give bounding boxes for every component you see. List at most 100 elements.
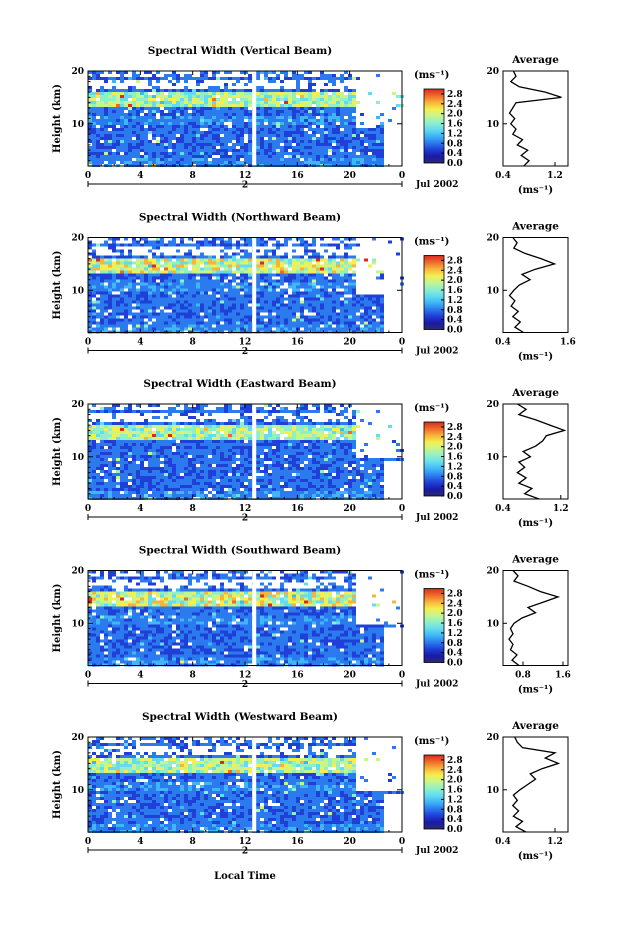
heatmap-cell xyxy=(152,267,156,271)
heatmap-cell xyxy=(356,297,360,301)
heatmap-cell xyxy=(116,288,120,292)
heatmap-cell xyxy=(156,77,160,80)
heatmap-cell xyxy=(320,446,324,449)
heatmap-cell xyxy=(300,300,304,304)
heatmap-cell xyxy=(268,155,272,158)
heatmap-cell xyxy=(120,273,124,277)
heatmap-cell xyxy=(332,83,336,86)
heatmap-cell xyxy=(284,309,288,313)
heatmap-cell xyxy=(96,300,100,304)
heatmap-cell xyxy=(228,428,232,431)
heatmap-cell xyxy=(244,303,248,307)
heatmap-cell xyxy=(288,443,292,446)
heatmap-cell xyxy=(100,306,104,310)
heatmap-cell xyxy=(216,315,220,319)
heatmap-cell xyxy=(296,270,300,274)
heatmap-cell xyxy=(220,318,224,322)
heatmap-cell xyxy=(224,431,228,434)
heatmap-cell xyxy=(344,71,348,74)
heatmap-cell xyxy=(128,279,132,283)
heatmap-cell xyxy=(176,452,180,455)
heatmap-cell xyxy=(336,413,340,416)
heatmap-cell xyxy=(96,291,100,295)
heatmap-cell xyxy=(288,122,292,125)
heatmap-cell xyxy=(104,89,108,92)
heatmap-cell xyxy=(132,116,136,119)
heatmap-cell xyxy=(260,146,264,149)
heatmap-cell xyxy=(88,89,92,92)
heatmap-cell xyxy=(340,158,344,161)
heatmap-cell xyxy=(288,98,292,101)
heatmap-cell xyxy=(140,306,144,310)
heatmap-cell xyxy=(92,143,96,146)
heatmap-cell xyxy=(176,303,180,307)
heatmap-cell xyxy=(228,404,232,407)
heatmap-cell xyxy=(180,125,184,128)
heatmap-cell xyxy=(248,113,252,116)
heatmap-cell xyxy=(364,137,368,140)
heatmap-cell xyxy=(256,95,260,98)
heatmap-cell xyxy=(212,449,216,452)
heatmap-cell xyxy=(144,95,148,98)
heatmap-cell xyxy=(200,297,204,301)
heatmap-cell xyxy=(108,158,112,161)
heatmap-cell xyxy=(348,134,352,137)
heatmap-cell xyxy=(216,428,220,431)
heatmap-cell xyxy=(120,324,124,328)
heatmap-cell xyxy=(112,113,116,116)
heatmap-cell xyxy=(324,149,328,152)
heatmap-cell xyxy=(188,119,192,122)
heatmap-cell xyxy=(380,303,384,307)
heatmap-cell xyxy=(284,318,288,322)
heatmap-cell xyxy=(196,291,200,295)
heatmap-cell xyxy=(316,276,320,280)
heatmap-cell xyxy=(292,128,296,131)
heatmap-cell xyxy=(264,146,268,149)
heatmap-cell xyxy=(296,77,300,80)
heatmap-cell xyxy=(288,315,292,319)
heatmap-cell xyxy=(132,437,136,440)
heatmap-cell xyxy=(132,279,136,283)
heatmap-cell xyxy=(136,131,140,134)
heatmap-cell xyxy=(232,300,236,304)
heatmap-cell xyxy=(112,321,116,325)
heatmap-cell xyxy=(216,321,220,325)
heatmap-cell xyxy=(144,71,148,74)
heatmap-cell xyxy=(316,428,320,431)
heatmap-cell xyxy=(176,74,180,77)
heatmap-cell xyxy=(120,425,124,428)
heatmap-cell xyxy=(244,273,248,277)
heatmap-cell xyxy=(304,434,308,437)
heatmap-cell xyxy=(328,119,332,122)
heatmap-cell xyxy=(372,318,376,322)
heatmap-cell xyxy=(172,74,176,77)
heatmap-cell xyxy=(312,294,316,298)
heatmap-cell xyxy=(116,440,120,443)
heatmap-cell xyxy=(172,431,176,434)
heatmap-cell xyxy=(220,264,224,268)
heatmap-cell xyxy=(236,243,240,247)
average-title: Average xyxy=(511,54,559,66)
heatmap-cell xyxy=(312,149,316,152)
heatmap-cell xyxy=(196,240,200,244)
heatmap-cell xyxy=(288,131,292,134)
heatmap-cell xyxy=(180,270,184,274)
heatmap-cell xyxy=(136,327,140,331)
heatmap-cell xyxy=(144,146,148,149)
heatmap-cell xyxy=(244,452,248,455)
heatmap-cell xyxy=(372,312,376,316)
heatmap-cell xyxy=(196,137,200,140)
heatmap-cell xyxy=(312,297,316,301)
heatmap-cell xyxy=(92,276,96,280)
heatmap-cell xyxy=(328,425,332,428)
heatmap-cell xyxy=(228,437,232,440)
heatmap-cell xyxy=(152,422,156,425)
heatmap-cell xyxy=(232,258,236,262)
heatmap-cell xyxy=(144,98,148,101)
heatmap-cell xyxy=(272,131,276,134)
heatmap-cell xyxy=(204,131,208,134)
heatmap-cell xyxy=(216,149,220,152)
heatmap-cell xyxy=(308,315,312,319)
heatmap-cell xyxy=(176,128,180,131)
